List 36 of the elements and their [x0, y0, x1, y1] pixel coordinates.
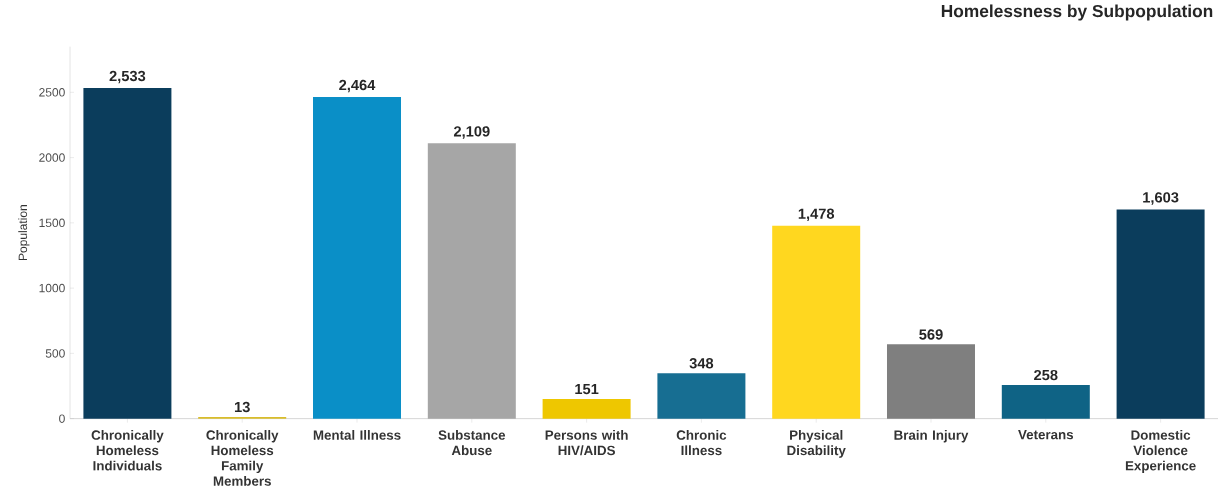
- x-tick-label: Brain Injury: [894, 430, 969, 443]
- y-axis-title: Population: [18, 205, 30, 261]
- data-label: 1,603: [1143, 192, 1179, 205]
- y-tick-label: 2500: [39, 88, 65, 97]
- x-tick-label: Chronically Homeless Family Members: [206, 430, 279, 486]
- data-label: 151: [575, 384, 599, 395]
- x-tick-label: Persons with HIV/AIDS: [545, 430, 628, 456]
- y-tick-label: 2000: [39, 153, 65, 163]
- y-tick-label: 1000: [39, 284, 65, 293]
- y-tick-label: 1500: [39, 218, 65, 228]
- bar: [1001, 385, 1090, 419]
- bar: [83, 88, 172, 419]
- bar: [887, 344, 975, 419]
- bar: [313, 97, 402, 419]
- bar: [542, 399, 631, 419]
- x-tick-label: Veterans: [1018, 430, 1074, 440]
- data-label: 2,109: [453, 126, 490, 139]
- x-tick-label: Physical Disability: [787, 430, 846, 458]
- x-tick-label: Chronically Homeless Individuals: [91, 430, 164, 471]
- data-label: 2,464: [339, 79, 376, 93]
- data-label: 2,533: [109, 70, 146, 84]
- bar: [1116, 209, 1205, 419]
- x-tick-label: Chronic Illness: [676, 430, 727, 456]
- x-tick-label: Mental Illness: [313, 430, 401, 440]
- bar: [772, 225, 861, 419]
- y-tick-label: 0: [59, 414, 65, 424]
- y-tick-label: 500: [45, 349, 65, 358]
- data-label: 569: [919, 329, 943, 340]
- data-label: 1,478: [798, 208, 835, 222]
- data-label: 13: [234, 402, 250, 413]
- x-tick-label: Substance Abuse: [438, 430, 506, 456]
- data-label: 258: [1034, 370, 1058, 381]
- chart-title: Homelessness by Subpopulation: [941, 4, 1213, 21]
- data-label: 348: [689, 358, 714, 369]
- bar: [657, 373, 746, 419]
- x-tick-label: Domestic Violence Experience: [1125, 430, 1196, 474]
